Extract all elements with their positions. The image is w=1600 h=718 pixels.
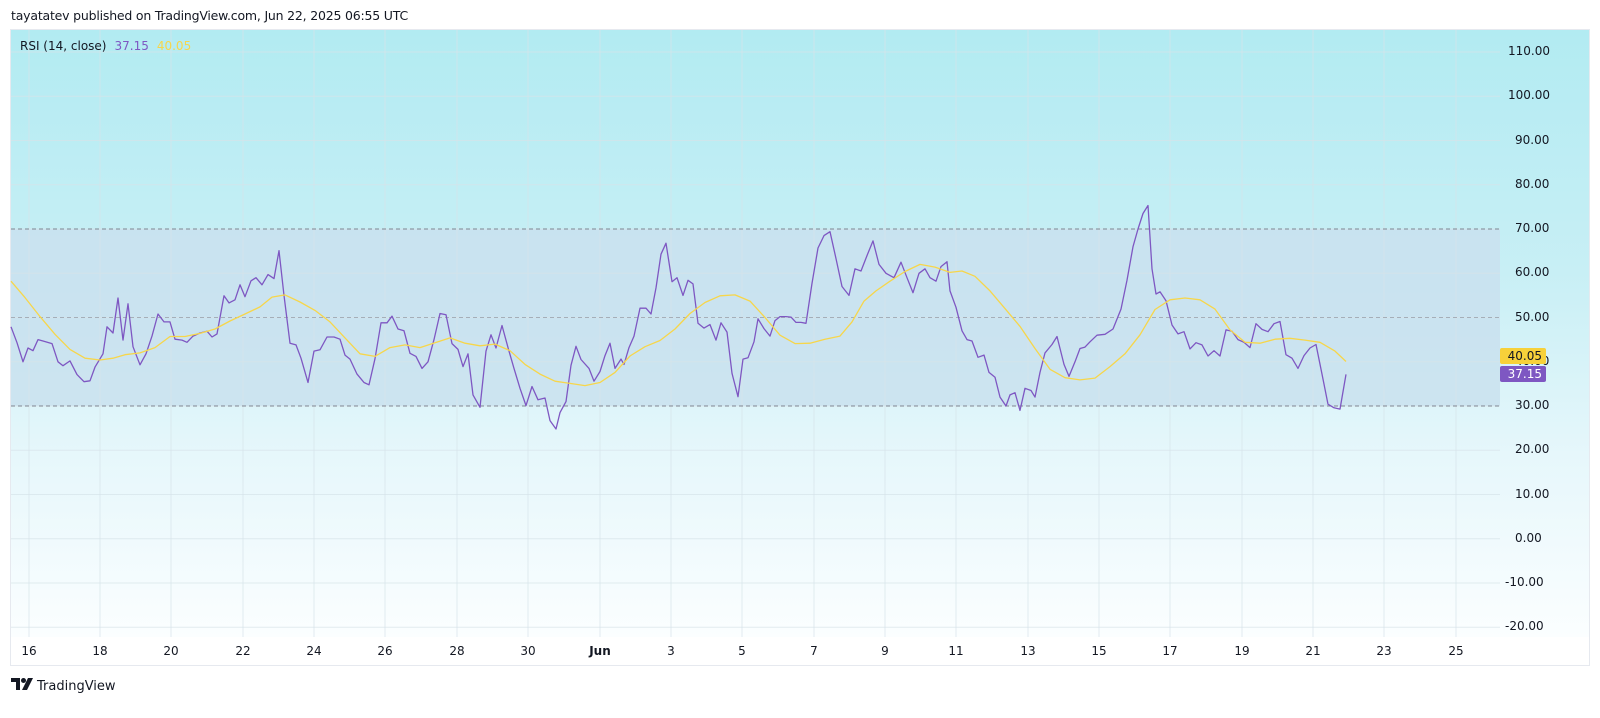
x-tick-label: 23 [1376,644,1392,658]
y-tick-label: 30.00 [1515,398,1550,412]
rsi-line [10,204,1347,430]
x-tick-label: 11 [948,644,964,658]
ma-price-tag: 40.05 [1500,348,1546,364]
x-tick-label: 5 [738,644,746,658]
y-tick-label: 110.00 [1508,44,1550,58]
x-tick-label: 25 [1448,644,1464,658]
chart-frame [10,29,1590,666]
y-tick-label: -20.00 [1505,619,1544,634]
tradingview-brand[interactable]: TradingView [11,678,116,694]
price-axis[interactable] [1500,30,1589,637]
rsi-value: 37.15 [114,39,149,53]
ma-value: 40.05 [156,39,192,53]
y-tick-label: 50.00 [1515,309,1550,324]
tradingview-logo-icon [11,678,33,694]
x-tick-label: 26 [377,644,393,658]
x-tick-label: 30 [520,644,536,658]
x-tick-label: 28 [449,644,465,658]
x-tick-label: 7 [810,644,818,658]
indicator-legend[interactable]: RSI (14, close) 37.15 40.05 [20,39,191,53]
time-axis[interactable] [11,637,1589,665]
x-tick-label: 15 [1091,644,1107,658]
publish-info: tayatatev published on TradingView.com, … [11,8,408,23]
x-tick-label: Jun [589,644,611,658]
y-tick-label: 70.00 [1515,221,1550,235]
y-tick-label: 10.00 [1515,486,1550,501]
brand-name: TradingView [37,678,116,694]
y-tick-label: 20.00 [1515,442,1550,457]
x-tick-label: 21 [1305,644,1321,658]
x-tick-label: 18 [92,644,108,658]
y-tick-label: 100.00 [1508,88,1550,103]
x-tick-label: 20 [163,644,179,658]
x-tick-label: 16 [21,644,37,658]
y-tick-label: 60.00 [1515,265,1550,280]
y-tick-label: -10.00 [1505,575,1544,589]
y-tick-label: 0.00 [1515,530,1542,545]
x-tick-label: 22 [235,644,251,658]
rsi-price-tag: 37.15 [1500,366,1546,382]
x-tick-label: 9 [881,644,889,658]
x-tick-label: 24 [306,644,322,658]
x-tick-label: 3 [667,644,675,658]
y-tick-label: 80.00 [1515,176,1550,191]
indicator-name: RSI (14, close) [20,39,107,53]
x-tick-label: 19 [1234,644,1250,658]
rsi-ma-line [10,263,1347,387]
y-tick-label: 90.00 [1515,132,1550,147]
x-tick-label: 13 [1020,644,1036,658]
x-tick-label: 17 [1162,644,1178,658]
